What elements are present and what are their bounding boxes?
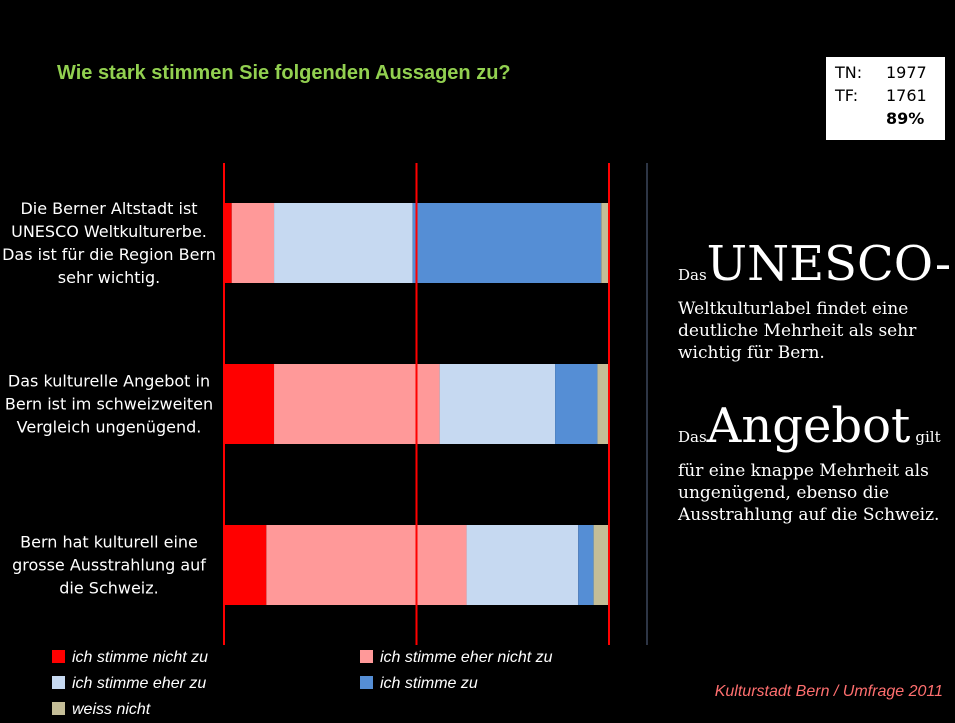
- legend-entry: weiss nicht: [52, 701, 150, 719]
- info-value: 1761: [886, 86, 927, 105]
- annotation-small: Das: [678, 266, 707, 284]
- annotation: DasAngebot gilt für eine knappe Mehrheit …: [678, 398, 943, 526]
- annotation-text: für eine knappe Mehrheit als ungenügend,…: [678, 461, 940, 525]
- legend-label: weiss nicht: [72, 701, 151, 718]
- info-label: TN:: [835, 63, 863, 82]
- legend-label: ich stimme nicht zu: [72, 649, 209, 666]
- legend-swatch: [52, 702, 65, 715]
- legend-swatch: [52, 650, 65, 663]
- bar-segment: [224, 203, 232, 283]
- legend-swatch: [360, 676, 373, 689]
- bar-segment: [597, 364, 609, 444]
- annotation-small: Das: [678, 428, 707, 446]
- annotation-tail: gilt: [915, 428, 941, 446]
- legend-entry: ich stimme nicht zu: [52, 649, 208, 667]
- bar-segment: [274, 364, 440, 444]
- source: Kulturstadt Bern / Umfrage 2011: [714, 683, 943, 700]
- category-label: Das kulturelle Angebot in Bern ist im sc…: [4, 371, 214, 437]
- bar-segment: [266, 525, 467, 605]
- annotation-big: Angebot: [706, 398, 911, 454]
- annotation-lead: DasAngebot gilt: [678, 398, 943, 454]
- chart-title: Wie stark stimmen Sie folgenden Aussagen…: [57, 62, 511, 84]
- legend-label: ich stimme eher nicht zu: [380, 649, 553, 666]
- bar-segment: [601, 203, 609, 283]
- bar-segment: [224, 364, 275, 444]
- annotation: DasUNESCO- Weltkulturlabel findet eine d…: [678, 236, 951, 364]
- bar-segment: [466, 525, 579, 605]
- info-label: TF:: [835, 86, 859, 105]
- legend-entry: ich stimme eher zu: [52, 675, 206, 693]
- legend-entry: ich stimme zu: [360, 675, 478, 693]
- bar-segment: [231, 203, 275, 283]
- legend-entry: ich stimme eher nicht zu: [360, 649, 553, 667]
- bar-segment: [412, 203, 602, 283]
- annotation-lead: DasUNESCO-: [678, 236, 951, 292]
- bar-segment: [439, 364, 556, 444]
- info-box: TN: 1977 TF: 1761 89%: [826, 57, 945, 140]
- legend-swatch: [52, 676, 65, 689]
- annotation-big: UNESCO-: [706, 236, 952, 292]
- annotation-text: Weltkulturlabel findet eine deutliche Me…: [678, 299, 917, 363]
- bar-segment: [274, 203, 413, 283]
- legend-label: ich stimme zu: [380, 675, 478, 692]
- bar-segment: [555, 364, 598, 444]
- category-label: Die Berner Altstadt ist UNESCO Weltkultu…: [2, 199, 216, 287]
- info-value: 1977: [886, 63, 927, 82]
- legend-label: ich stimme eher zu: [72, 675, 207, 692]
- category-label: Bern hat kulturell eine grosse Ausstrahl…: [12, 532, 206, 598]
- legend-swatch: [360, 650, 373, 663]
- info-value: 89%: [886, 109, 925, 128]
- bar-segment: [593, 525, 609, 605]
- bar-segment: [224, 525, 267, 605]
- bar-segment: [578, 525, 594, 605]
